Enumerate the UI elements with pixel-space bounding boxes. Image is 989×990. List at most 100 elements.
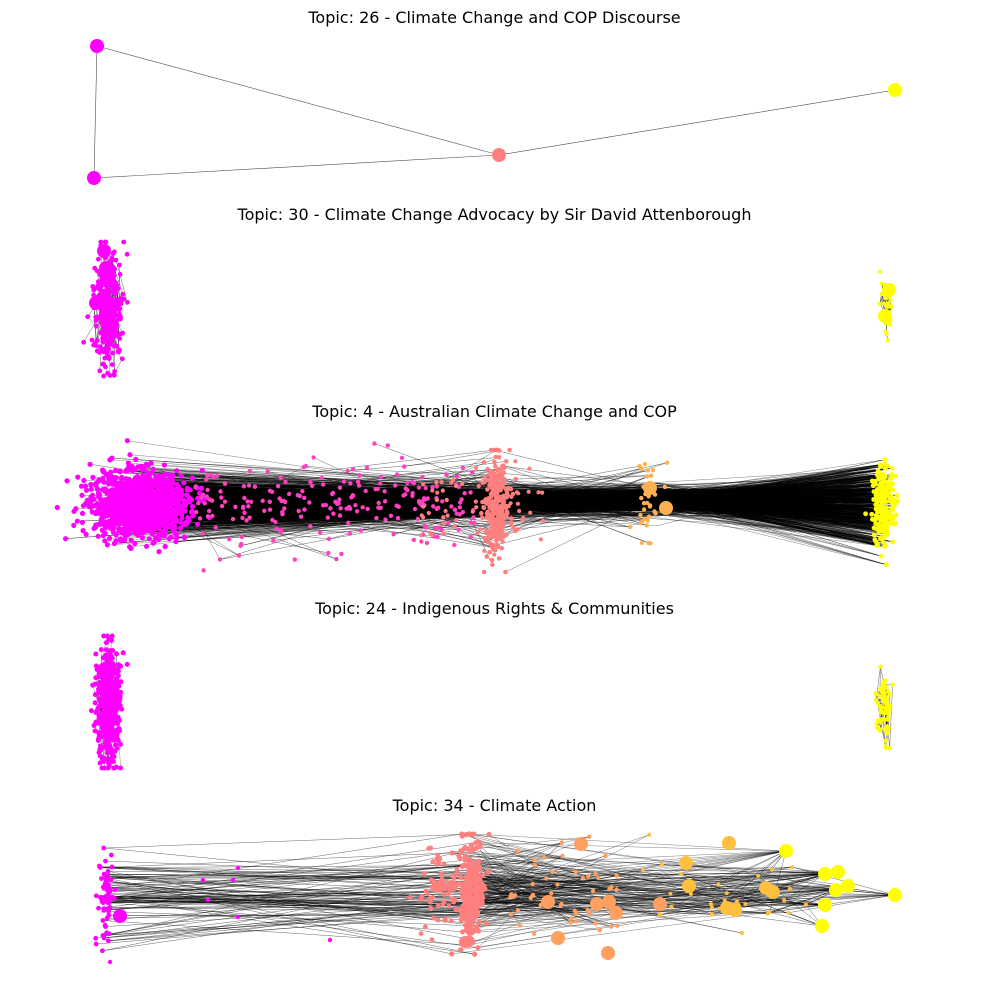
node	[161, 462, 167, 468]
node	[189, 508, 195, 514]
edge	[657, 480, 873, 494]
node	[102, 355, 108, 361]
node	[881, 528, 887, 534]
node	[885, 338, 890, 343]
node	[872, 537, 878, 543]
node	[150, 529, 156, 535]
node	[151, 539, 157, 546]
node	[444, 497, 449, 503]
node	[493, 463, 498, 469]
node	[105, 503, 111, 509]
edge	[269, 490, 498, 546]
node	[107, 341, 113, 347]
node	[382, 499, 388, 504]
node	[98, 239, 104, 245]
node	[194, 509, 199, 515]
node	[385, 443, 390, 448]
node	[497, 485, 503, 491]
node	[280, 512, 285, 517]
node	[128, 485, 134, 491]
panel-3-nodes	[54, 438, 900, 575]
node	[163, 483, 169, 489]
node	[283, 479, 288, 485]
node	[876, 475, 882, 481]
node	[441, 521, 446, 526]
node	[382, 489, 387, 494]
edge	[358, 481, 491, 537]
node	[884, 485, 890, 490]
node	[227, 536, 232, 542]
node	[123, 515, 129, 521]
node	[118, 504, 124, 510]
node	[110, 507, 116, 513]
node	[125, 460, 131, 466]
node	[637, 464, 642, 469]
node	[880, 499, 886, 505]
node	[111, 343, 117, 349]
node	[106, 321, 111, 327]
node	[159, 532, 165, 538]
node	[124, 251, 130, 257]
node	[219, 503, 225, 509]
node	[101, 328, 115, 342]
node	[493, 454, 498, 459]
node	[405, 480, 410, 486]
node	[491, 543, 496, 548]
node	[888, 476, 893, 481]
node	[177, 525, 184, 531]
node	[265, 469, 270, 474]
node	[307, 500, 312, 505]
node	[503, 487, 509, 492]
node	[440, 488, 445, 493]
node	[884, 525, 890, 531]
node	[241, 505, 246, 511]
node	[119, 508, 125, 514]
node	[88, 486, 94, 492]
node	[105, 472, 111, 478]
node	[160, 523, 167, 529]
node	[83, 487, 90, 493]
node	[205, 474, 210, 479]
node	[509, 494, 514, 499]
node	[882, 457, 888, 463]
node	[659, 501, 673, 515]
node	[488, 513, 493, 518]
node	[424, 540, 430, 546]
panel-title-3: Topic: 4 - Australian Climate Change and…	[312, 402, 677, 421]
node	[502, 477, 507, 482]
node	[646, 514, 652, 519]
edge	[657, 488, 887, 493]
node	[490, 562, 495, 567]
node	[166, 487, 172, 493]
panel-2-nodes	[81, 239, 896, 379]
panel-title-2: Topic: 30 - Climate Change Advocacy by S…	[237, 205, 752, 224]
node	[344, 506, 349, 511]
node	[496, 556, 502, 561]
node	[149, 478, 156, 484]
node	[476, 484, 481, 489]
panel-4-nodes	[88, 633, 895, 771]
node	[281, 498, 287, 504]
node	[452, 507, 458, 512]
node	[882, 466, 888, 471]
node	[107, 280, 113, 285]
node	[339, 551, 344, 557]
node	[74, 518, 80, 524]
node	[889, 304, 894, 309]
node	[109, 362, 115, 367]
node	[497, 513, 502, 518]
node	[452, 524, 457, 529]
edge	[657, 488, 884, 495]
node	[222, 499, 228, 504]
node	[350, 466, 356, 472]
node	[440, 499, 445, 504]
node	[646, 540, 651, 546]
node	[89, 337, 95, 343]
edge	[93, 45, 98, 179]
edge	[195, 449, 495, 487]
node	[489, 557, 495, 563]
node	[90, 474, 96, 480]
node	[102, 538, 108, 544]
node	[323, 502, 328, 508]
node	[488, 447, 494, 453]
